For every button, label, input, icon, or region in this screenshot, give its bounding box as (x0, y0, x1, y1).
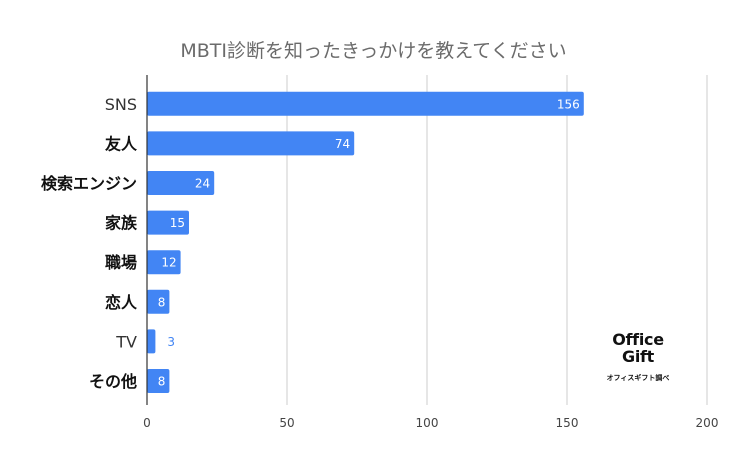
bar (147, 171, 215, 195)
x-tick-label: 100 (416, 416, 439, 430)
bar (147, 91, 584, 116)
office-gift-logo: Office Gift オフィスギフト調べ (592, 322, 684, 392)
category-label: 職場 (105, 253, 137, 272)
bar (147, 289, 170, 314)
category-label: 恋人 (105, 293, 138, 312)
x-tick-label: 200 (696, 416, 719, 430)
category-label: SNS (105, 95, 137, 114)
chart-title: MBTI診断を知ったきっかけを教えてください (180, 40, 567, 62)
bar (147, 369, 170, 393)
logo-line1: Office (612, 330, 664, 349)
logo-caption: オフィスギフト調べ (606, 374, 670, 382)
category-label: 友人 (105, 134, 138, 153)
bar (147, 210, 189, 235)
category-label: TV (115, 332, 137, 351)
category-label: 検索エンジン (41, 174, 137, 193)
x-tick-label: 0 (143, 416, 151, 430)
data-label: 8 (158, 295, 166, 309)
bar (147, 329, 156, 354)
category-label: その他 (89, 372, 137, 391)
x-tick-label: 50 (279, 416, 294, 430)
data-label: 3 (167, 335, 175, 349)
bar (147, 250, 181, 275)
x-tick-label: 150 (556, 416, 579, 430)
logo-line2: Gift (621, 347, 655, 366)
data-label: 8 (158, 375, 166, 389)
bar (147, 131, 355, 156)
data-label: 15 (170, 216, 185, 230)
data-label: 156 (557, 97, 580, 111)
data-label: 12 (161, 256, 176, 270)
data-label: 74 (335, 137, 350, 151)
data-label: 24 (195, 177, 210, 191)
category-label: 家族 (105, 214, 138, 233)
